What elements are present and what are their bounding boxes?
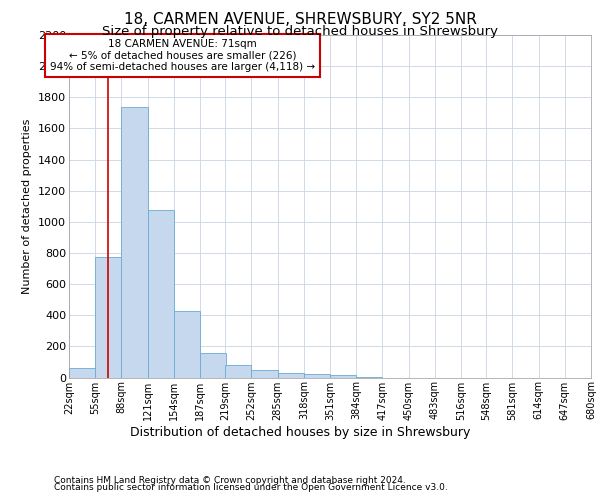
Bar [356,376,382,378]
Bar [121,106,148,378]
Bar [174,310,200,378]
Bar [200,354,226,378]
Text: 18 CARMEN AVENUE: 71sqm
← 5% of detached houses are smaller (226)
94% of semi-de: 18 CARMEN AVENUE: 71sqm ← 5% of detached… [50,39,315,72]
Text: Distribution of detached houses by size in Shrewsbury: Distribution of detached houses by size … [130,426,470,439]
Text: Size of property relative to detached houses in Shrewsbury: Size of property relative to detached ho… [102,25,498,38]
Bar [225,365,251,378]
Bar [251,370,278,378]
Bar [330,375,356,378]
Y-axis label: Number of detached properties: Number of detached properties [22,118,32,294]
Text: Contains public sector information licensed under the Open Government Licence v3: Contains public sector information licen… [54,484,448,492]
Bar [304,374,330,378]
Text: Contains HM Land Registry data © Crown copyright and database right 2024.: Contains HM Land Registry data © Crown c… [54,476,406,485]
Text: 18, CARMEN AVENUE, SHREWSBURY, SY2 5NR: 18, CARMEN AVENUE, SHREWSBURY, SY2 5NR [124,12,476,28]
Bar [148,210,174,378]
Bar [278,373,304,378]
Bar [69,368,95,378]
Bar [95,257,121,378]
